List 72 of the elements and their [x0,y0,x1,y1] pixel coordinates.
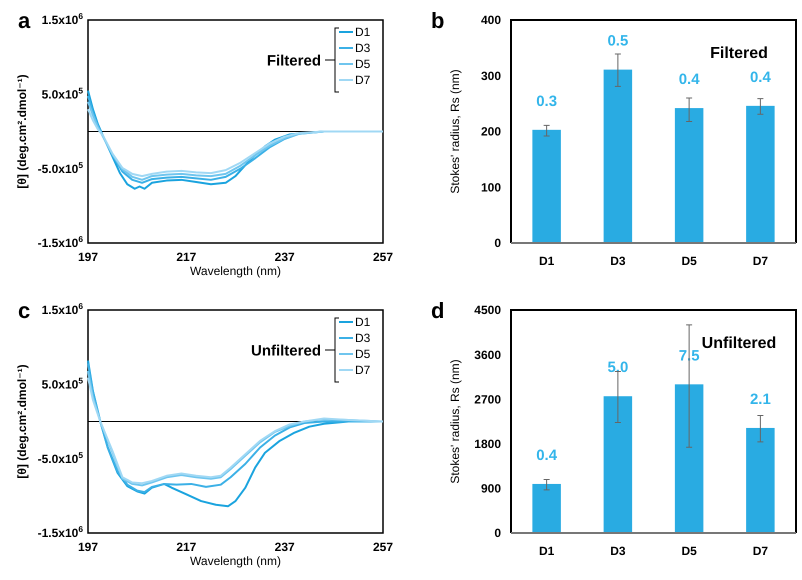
annotation: 2.1 [750,390,771,408]
bar [604,70,632,243]
x-tick-label: 197 [78,250,98,264]
text: d [431,298,444,323]
x-tick-label: D7 [752,254,768,268]
y-tick-label: 2700 [474,392,502,406]
bar [532,484,561,533]
y-tick-label: 200 [480,124,502,139]
y-tick-label: -5.0x10$^{5}$ [38,450,84,466]
x-tick-label: 257 [372,540,394,554]
x-tick-label: D1 [538,544,555,558]
y-axis-title: Stokes' radius, Rs (nm) [448,359,462,484]
text: b [431,8,444,33]
x-axis-title: Wavelength (nm) [190,554,281,568]
legend-label: D7 [355,363,371,377]
bar [604,396,632,533]
y-tick-label: -1.5x10$^{6}$ [38,234,84,250]
y-axis-title: Stokes' radius, Rs (nm) [448,69,462,194]
x-axis-title: Wavelength (nm) [190,264,281,278]
bar [674,108,704,243]
y-tick-label: -1.5x10$^{6}$ [38,524,84,540]
x-tick-label: 237 [274,250,295,264]
legend-label: D5 [355,57,371,71]
y-tick-label: 1800 [474,437,502,451]
text: a [18,8,31,33]
annotation: 0.4 [750,68,772,86]
x-tick-label: 217 [176,250,197,264]
y-axis-title: [θ] (deg.cm².dmol⁻¹) [15,74,29,189]
y-tick-label: 4500 [474,303,502,318]
y-tick-label: 0 [494,526,502,540]
y-tick-label: 300 [480,68,502,83]
bar [532,130,561,243]
legend-label: D1 [355,315,371,329]
x-tick-label: D3 [610,544,626,558]
x-tick-label: 257 [372,250,394,264]
legend-label: D3 [355,331,371,345]
legend-label: D5 [355,347,371,361]
x-tick-label: D5 [681,544,698,558]
y-tick-label: 5.0x10$^{5}$ [42,376,84,392]
annotation: 0.5 [607,32,628,50]
bar [746,428,775,533]
y-tick-label: 1.5x10$^{6}$ [42,301,84,318]
y-axis-title: [θ] (deg.cm².dmol⁻¹) [15,364,29,479]
y-tick-label: 900 [480,482,502,496]
x-tick-label: D7 [752,544,768,558]
text: c [18,298,30,323]
y-tick-label: 3600 [474,348,502,362]
y-tick-label: 1.5x10$^{6}$ [42,11,84,28]
x-tick-label: 197 [78,540,98,554]
annotation: 0.3 [536,92,558,110]
legend-title: Filtered [266,52,321,70]
y-tick-label: 5.0x10$^{5}$ [42,86,84,102]
legend-title: Unfiltered [250,342,321,360]
x-tick-label: D1 [538,254,555,268]
y-tick-label: 0 [494,236,502,250]
annotation: Unfiltered [702,335,776,352]
annotation: Filtered [710,45,768,62]
bar [746,106,775,243]
legend-label: D1 [355,25,371,39]
y-tick-label: -5.0x10$^{5}$ [38,160,84,176]
annotation: 5.0 [607,359,628,376]
annotation: 0.4 [678,71,700,88]
y-tick-label: 400 [480,13,502,28]
x-tick-label: 217 [176,540,197,554]
annotation: 0.4 [536,446,558,464]
bar [674,384,704,533]
y-tick-label: 100 [480,180,502,194]
x-tick-label: 237 [274,540,295,554]
x-tick-label: D3 [610,254,626,268]
legend-label: D7 [355,73,371,87]
x-tick-label: D5 [681,254,698,268]
legend-label: D3 [355,41,371,55]
